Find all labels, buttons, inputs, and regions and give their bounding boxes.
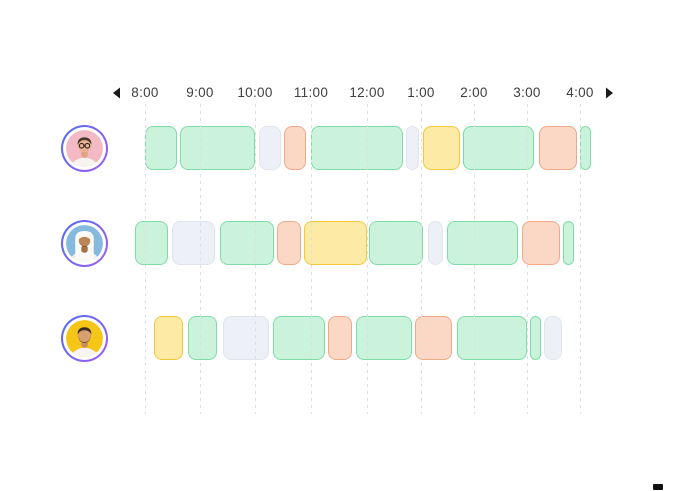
time-label: 8:00: [131, 85, 159, 100]
schedule-block-yellow[interactable]: [423, 126, 460, 170]
schedule-block-green[interactable]: [580, 126, 591, 170]
schedule-block-gray[interactable]: [406, 126, 419, 170]
schedule-block-green[interactable]: [273, 316, 325, 360]
schedule-block-green[interactable]: [447, 221, 518, 265]
corner-mark: [653, 484, 663, 490]
time-label: 2:00: [460, 85, 488, 100]
schedule-block-green[interactable]: [356, 316, 412, 360]
hour-gridline: [255, 104, 256, 414]
next-arrow-button[interactable]: [601, 85, 617, 101]
hour-gridline: [421, 104, 422, 414]
man-beard-avatar-image: [66, 320, 103, 357]
schedule-block-gray[interactable]: [428, 221, 443, 265]
schedule-block-orange[interactable]: [539, 126, 577, 170]
schedule-block-yellow[interactable]: [304, 221, 367, 265]
avatar-ring: [63, 127, 106, 170]
schedule-block-green[interactable]: [369, 221, 423, 265]
schedule-block-green[interactable]: [188, 316, 217, 360]
schedule-block-gray[interactable]: [259, 126, 281, 170]
man-glasses-avatar-image: [66, 130, 103, 167]
schedule-block-orange[interactable]: [284, 126, 306, 170]
schedule-block-orange[interactable]: [277, 221, 301, 265]
schedule-block-gray[interactable]: [223, 316, 269, 360]
time-label: 10:00: [237, 85, 273, 100]
schedule-block-green[interactable]: [220, 221, 274, 265]
schedule-block-green[interactable]: [563, 221, 574, 265]
avatar-team-member-3[interactable]: [61, 315, 108, 362]
schedule-block-orange[interactable]: [522, 221, 560, 265]
schedule-block-green[interactable]: [457, 316, 527, 360]
time-label: 11:00: [293, 85, 329, 100]
time-label: 1:00: [407, 85, 435, 100]
schedule-block-gray[interactable]: [544, 316, 562, 360]
schedule-block-yellow[interactable]: [154, 316, 183, 360]
avatar-team-member-1[interactable]: [61, 125, 108, 172]
chevron-right-icon: [605, 87, 614, 99]
prev-arrow-button[interactable]: [108, 85, 124, 101]
schedule-track-2: [0, 221, 675, 265]
avatar-ring: [63, 317, 106, 360]
man-keffiyeh-avatar-image: [66, 225, 103, 262]
chevron-left-icon: [112, 87, 121, 99]
schedule-block-gray[interactable]: [172, 221, 215, 265]
hour-gridline: [145, 104, 146, 414]
time-label: 12:00: [349, 85, 385, 100]
time-label: 9:00: [186, 85, 214, 100]
hour-gridline: [311, 104, 312, 414]
time-label: 3:00: [513, 85, 541, 100]
schedule-track-1: [0, 126, 675, 170]
time-label: 4:00: [566, 85, 594, 100]
avatar-ring: [63, 222, 106, 265]
hour-gridline: [527, 104, 528, 414]
schedule-block-green[interactable]: [135, 221, 168, 265]
schedule-track-3: [0, 316, 675, 360]
avatar-team-member-2[interactable]: [61, 220, 108, 267]
schedule-block-green[interactable]: [145, 126, 177, 170]
schedule-block-orange[interactable]: [328, 316, 352, 360]
hour-gridline: [474, 104, 475, 414]
schedule-block-green[interactable]: [530, 316, 541, 360]
schedule-block-green[interactable]: [311, 126, 403, 170]
hour-gridline: [367, 104, 368, 414]
hour-gridline: [580, 104, 581, 414]
schedule-block-green[interactable]: [180, 126, 255, 170]
hour-gridline: [200, 104, 201, 414]
